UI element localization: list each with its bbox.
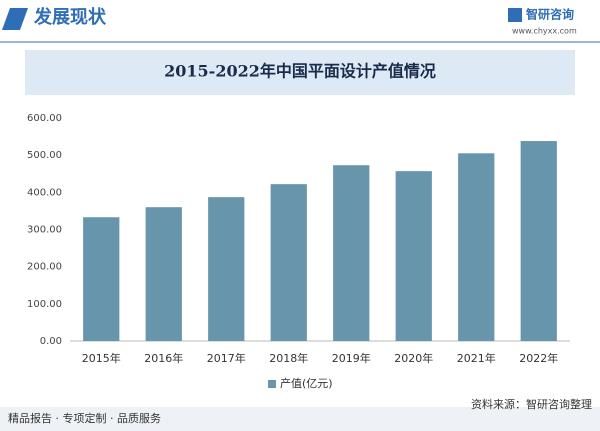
chart-title: 2015-2022年中国平面设计产值情况 xyxy=(164,62,436,81)
brand-logo xyxy=(508,8,522,22)
bar xyxy=(520,141,557,341)
bar xyxy=(458,153,495,341)
legend-label: 产值(亿元) xyxy=(280,376,333,390)
source: 资料来源：智研咨询整理 xyxy=(471,397,592,411)
y-tick-label: 200.00 xyxy=(27,262,62,273)
bar xyxy=(145,207,182,341)
header-icon xyxy=(2,8,28,30)
y-tick-label: 0.00 xyxy=(40,336,62,347)
section-title: 发展现状 xyxy=(33,6,107,28)
x-tick-label: 2022年 xyxy=(519,351,558,365)
footer-text: 精品报告 · 专项定制 · 品质服务 xyxy=(8,411,161,425)
footer-band xyxy=(0,407,600,431)
brand-name: 智研咨询 xyxy=(525,7,574,22)
y-tick-label: 500.00 xyxy=(27,150,62,161)
x-tick-label: 2019年 xyxy=(332,351,371,365)
y-tick-label: 100.00 xyxy=(27,299,62,310)
y-tick-label: 400.00 xyxy=(27,187,62,198)
x-tick-label: 2015年 xyxy=(82,351,121,365)
brand-url: www.chyxx.com xyxy=(512,27,577,36)
bar xyxy=(333,165,370,341)
bar xyxy=(395,171,432,341)
x-tick-label: 2018年 xyxy=(269,351,308,365)
bar xyxy=(83,217,120,341)
x-tick-label: 2021年 xyxy=(457,351,496,365)
x-tick-label: 2016年 xyxy=(144,351,183,365)
y-tick-label: 600.00 xyxy=(27,113,62,124)
title-box xyxy=(25,50,575,95)
legend-swatch xyxy=(268,380,276,388)
x-tick-label: 2017年 xyxy=(207,351,246,365)
y-tick-label: 300.00 xyxy=(27,225,62,236)
bar xyxy=(208,197,245,341)
x-tick-label: 2020年 xyxy=(394,351,433,365)
bar xyxy=(270,184,307,341)
